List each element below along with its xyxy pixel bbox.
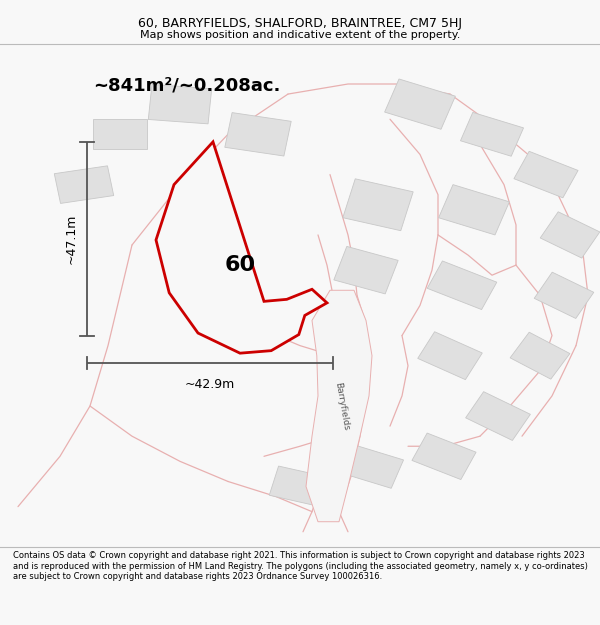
Polygon shape	[225, 112, 291, 156]
Polygon shape	[148, 84, 212, 124]
Polygon shape	[343, 179, 413, 231]
Text: ~841m²/~0.208ac.: ~841m²/~0.208ac.	[93, 76, 280, 94]
Polygon shape	[93, 119, 147, 149]
Polygon shape	[269, 466, 331, 507]
Polygon shape	[460, 112, 524, 156]
Polygon shape	[514, 151, 578, 198]
Polygon shape	[510, 332, 570, 379]
Polygon shape	[412, 433, 476, 479]
Polygon shape	[534, 272, 594, 319]
Polygon shape	[306, 290, 372, 522]
Text: Contains OS data © Crown copyright and database right 2021. This information is : Contains OS data © Crown copyright and d…	[13, 551, 588, 581]
Polygon shape	[418, 332, 482, 379]
Text: ~42.9m: ~42.9m	[185, 378, 235, 391]
Text: ~47.1m: ~47.1m	[65, 214, 78, 264]
Polygon shape	[54, 166, 114, 203]
Polygon shape	[439, 184, 509, 235]
Text: 60, BARRYFIELDS, SHALFORD, BRAINTREE, CM7 5HJ: 60, BARRYFIELDS, SHALFORD, BRAINTREE, CM…	[138, 18, 462, 31]
Polygon shape	[156, 142, 327, 353]
Polygon shape	[385, 79, 455, 129]
Polygon shape	[340, 444, 404, 488]
Polygon shape	[540, 212, 600, 258]
Polygon shape	[427, 261, 497, 309]
Polygon shape	[466, 392, 530, 441]
Polygon shape	[334, 246, 398, 294]
Text: Barryfields: Barryfields	[334, 381, 350, 431]
Text: Map shows position and indicative extent of the property.: Map shows position and indicative extent…	[140, 30, 460, 40]
Text: 60: 60	[224, 255, 256, 275]
